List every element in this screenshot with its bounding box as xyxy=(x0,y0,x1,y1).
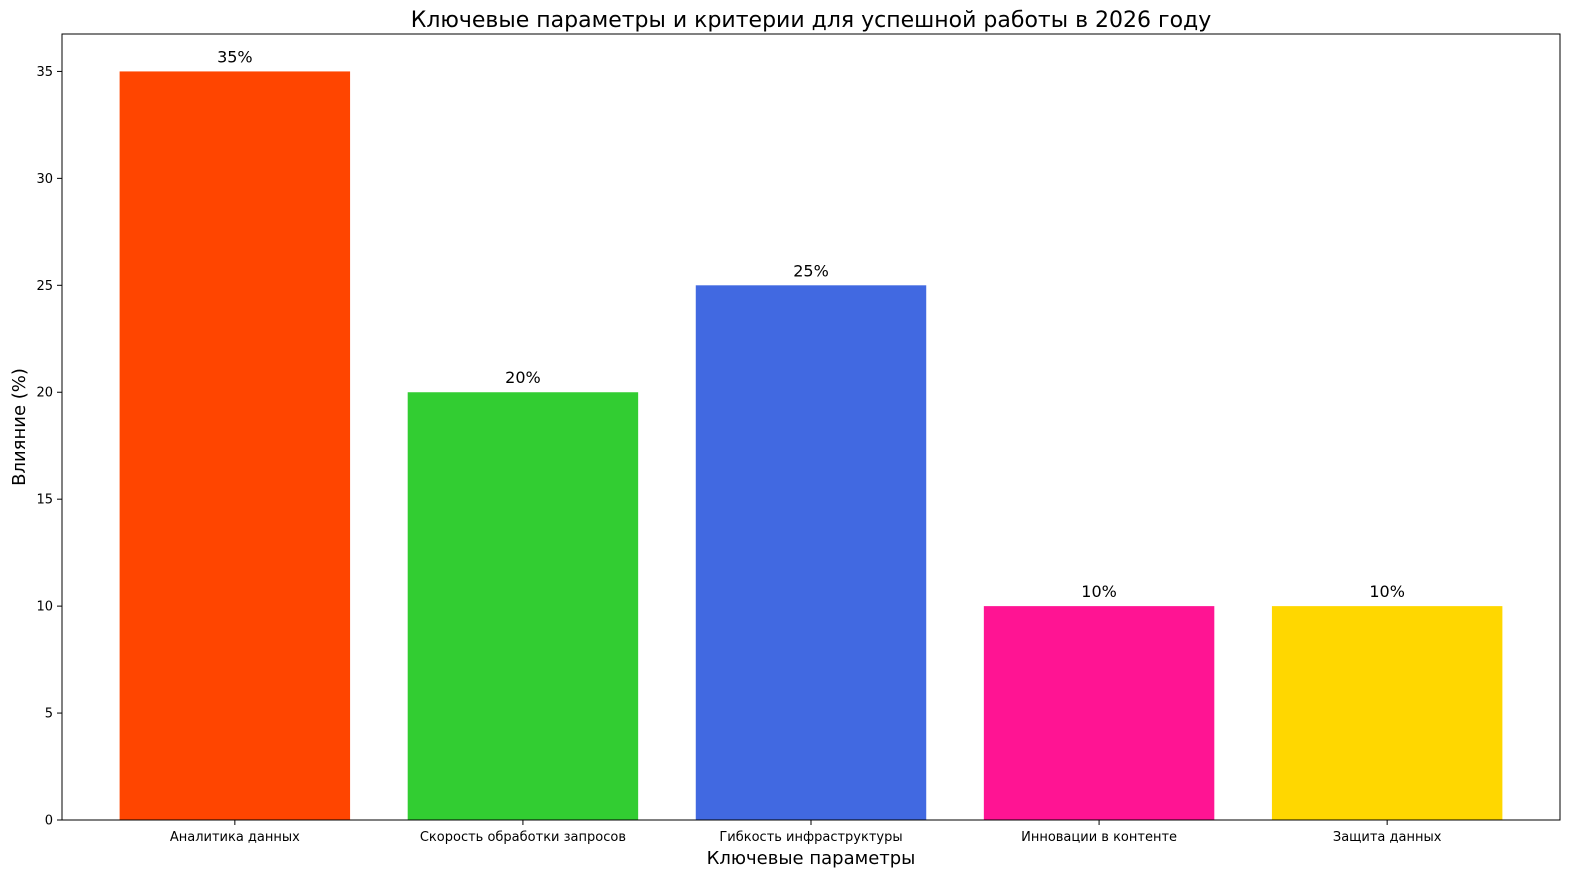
y-tick-label: 30 xyxy=(36,172,53,187)
x-tick-label: Аналитика данных xyxy=(170,830,300,845)
x-axis-title: Ключевые параметры xyxy=(707,848,916,869)
y-tick-label: 5 xyxy=(45,707,53,722)
x-tick-label: Защита данных xyxy=(1333,830,1442,845)
y-tick-label: 0 xyxy=(45,814,53,829)
bar xyxy=(695,285,927,820)
y-tick-label: 35 xyxy=(36,65,53,80)
x-axis-ticks: Аналитика данных Скорость обработки запро… xyxy=(170,820,1442,845)
x-tick-label: Гибкость инфраструктуры xyxy=(719,830,902,845)
y-tick-label: 15 xyxy=(36,493,53,508)
bar xyxy=(407,392,639,820)
bar-value-label: 35% xyxy=(217,47,253,66)
bar-value-label: 20% xyxy=(505,368,541,387)
bar-value-label: 10% xyxy=(1369,582,1405,601)
y-tick-label: 25 xyxy=(36,279,53,294)
y-tick-label: 20 xyxy=(36,386,53,401)
chart-title: Ключевые параметры и критерии для успешн… xyxy=(411,8,1212,33)
x-tick-label: Скорость обработки запросов xyxy=(420,830,626,845)
bar xyxy=(983,606,1215,820)
y-axis-title: Влияние (%) xyxy=(9,368,30,486)
bars-group: 35% 20% 25% 10% 10% xyxy=(119,47,1503,820)
bar-value-label: 10% xyxy=(1081,582,1117,601)
y-tick-label: 10 xyxy=(36,600,53,615)
y-axis-ticks: 0 5 10 15 20 25 30 35 xyxy=(36,65,62,829)
bar xyxy=(1271,606,1503,820)
bar-value-label: 25% xyxy=(793,261,829,280)
plot-frame xyxy=(61,33,1561,821)
bar xyxy=(119,71,351,820)
x-tick-label: Инновации в контенте xyxy=(1021,830,1177,845)
